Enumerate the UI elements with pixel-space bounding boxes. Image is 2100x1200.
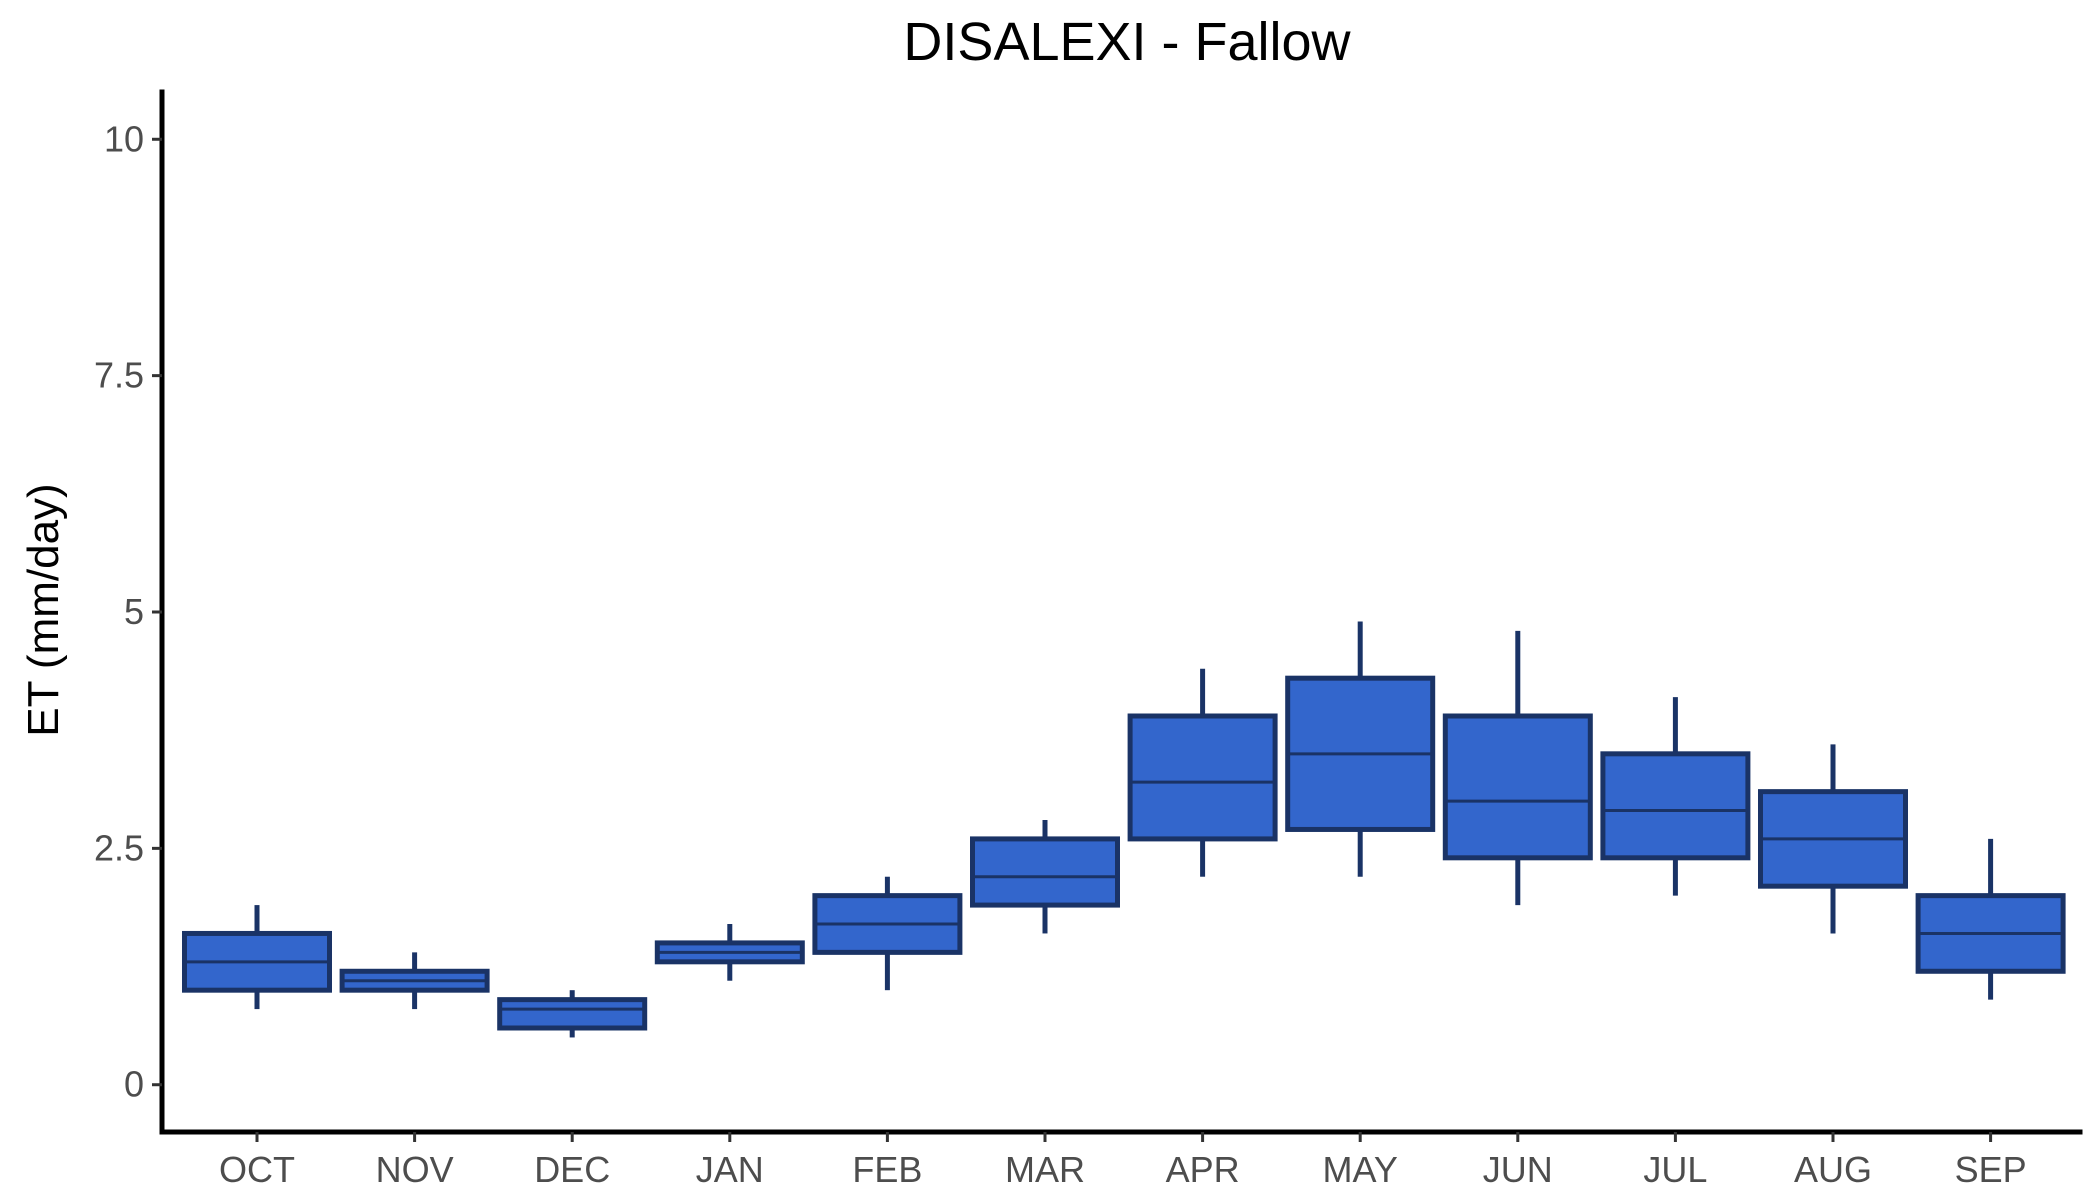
x-tick-label: NOV: [376, 1149, 454, 1190]
box-oct: [182, 905, 332, 1010]
y-tick-label: 5: [124, 591, 144, 632]
box-dec: [497, 990, 648, 1038]
y-tick-label: 7.5: [94, 355, 144, 396]
x-axis: OCT NOV DEC JAN FEB MAR APR MAY JUN JUL AUG SEP: [159, 1129, 2083, 1190]
y-tick-label: 2.5: [94, 827, 144, 868]
box-body: [1442, 713, 1593, 861]
box-series: [182, 621, 2066, 1038]
box-body: [1600, 751, 1751, 861]
x-tick-label: JUL: [1643, 1149, 1707, 1190]
y-axis: 0 2.5 5 7.5 10: [94, 89, 165, 1135]
box-jul: [1600, 697, 1751, 896]
x-tick-label: DEC: [534, 1149, 610, 1190]
x-tick-label: JUN: [1483, 1149, 1553, 1190]
box-body: [970, 836, 1120, 908]
x-tick-label: APR: [1166, 1149, 1240, 1190]
x-tick-label: AUG: [1794, 1149, 1872, 1190]
box-sep: [1915, 838, 2066, 1000]
box-feb: [812, 876, 963, 991]
x-tick-label: OCT: [219, 1149, 295, 1190]
x-tick-label: MAR: [1005, 1149, 1085, 1190]
x-tick-label: SEP: [1955, 1149, 2027, 1190]
box-mar: [970, 820, 1120, 934]
box-apr: [1127, 668, 1278, 877]
y-axis-label: ET (mm/day): [19, 483, 68, 736]
box-jan: [654, 924, 805, 981]
box-body: [497, 997, 648, 1031]
chart-title: DISALEXI - Fallow: [903, 12, 1351, 72]
y-tick-label: 10: [104, 118, 144, 159]
y-tick-label: 0: [124, 1064, 144, 1105]
x-tick-label: JAN: [696, 1149, 764, 1190]
box-aug: [1758, 744, 1908, 934]
x-tick-label: MAY: [1323, 1149, 1398, 1190]
box-may: [1285, 621, 1436, 877]
box-body: [1127, 713, 1278, 842]
box-nov: [339, 952, 490, 1010]
box-jun: [1442, 630, 1593, 906]
x-tick-label: FEB: [852, 1149, 922, 1190]
